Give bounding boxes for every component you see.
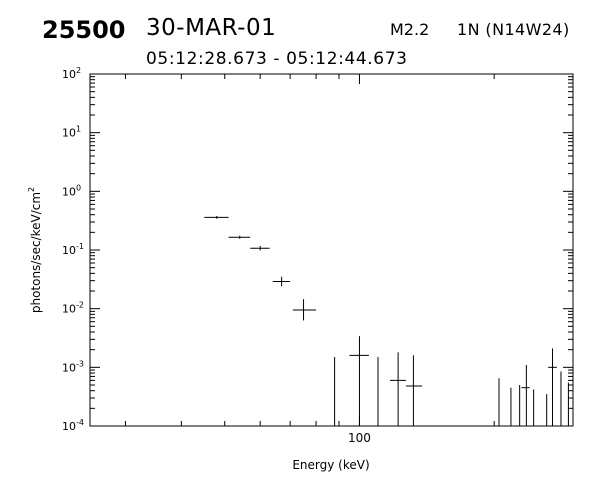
y-tick-label: 10-4 xyxy=(62,418,84,433)
flare-location: 1N (N14W24) xyxy=(457,20,570,39)
data-point xyxy=(349,336,369,426)
x-axis-ticks xyxy=(124,74,574,426)
y-axis-tick-labels: 102 101 100 10-1 10-2 10-3 10-4 xyxy=(62,66,84,433)
data-point xyxy=(521,364,530,426)
flare-class: M2.2 xyxy=(390,20,430,39)
data-point xyxy=(548,348,557,426)
data-point xyxy=(228,235,251,239)
data-point xyxy=(405,355,423,426)
data-point xyxy=(272,276,291,287)
x-axis-label: Energy (keV) xyxy=(292,458,369,472)
data-point xyxy=(292,299,317,321)
data-point xyxy=(389,352,406,426)
y-tick-label: 100 xyxy=(62,183,81,198)
y-tick-label: 10-2 xyxy=(62,301,84,316)
data-point xyxy=(250,245,270,251)
y-tick-label: 102 xyxy=(62,66,81,81)
y-tick-label: 10-1 xyxy=(62,242,84,257)
time-range: 05:12:28.673 - 05:12:44.673 xyxy=(146,49,408,69)
plot-frame xyxy=(89,73,574,427)
x-axis-tick-labels: 100 xyxy=(348,431,371,445)
y-tick-label: 101 xyxy=(62,125,81,140)
data-points xyxy=(204,215,569,426)
data-point xyxy=(204,215,229,219)
y-axis-label-superscript: 2 xyxy=(27,187,36,192)
y-axis-label-base: photons/sec/keV/cm xyxy=(29,192,43,313)
y-tick-label: 10-3 xyxy=(62,359,84,374)
y-axis-label: photons/sec/keV/cm2 xyxy=(27,187,43,313)
y-axis-ticks xyxy=(90,73,573,427)
x-tick-label: 100 xyxy=(348,431,371,445)
event-date: 30-MAR-01 xyxy=(146,15,277,41)
event-id: 25500 xyxy=(42,16,126,44)
